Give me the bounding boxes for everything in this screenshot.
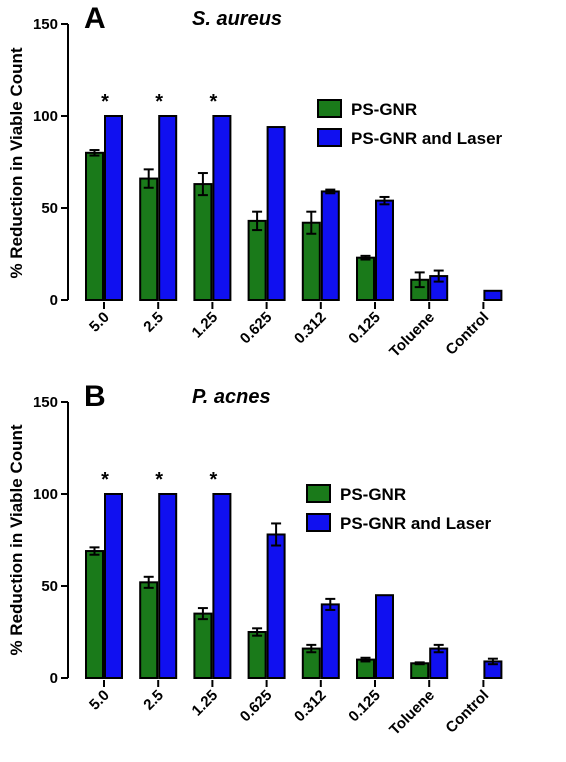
panel-a-y-axis-label: % Reduction in Viable Count — [7, 47, 26, 278]
panel-a-bar-ps-gnr — [85, 151, 104, 301]
panel-a-bar-ps-gnr-laser — [320, 190, 340, 301]
panel-b-bar-ps-gnr-laser — [212, 493, 232, 679]
panel-b-legend-swatch-ps-gnr-laser — [306, 513, 331, 532]
panel-b-bar-ps-gnr-laser — [266, 533, 286, 679]
panel-a-y-tick-label: 50 — [41, 200, 58, 217]
panel-b-legend-label-ps-gnr: PS-GNR — [340, 485, 406, 504]
panel-b-x-tick-label: 0.312 — [291, 687, 330, 726]
panel-b-y-tick-label: 50 — [41, 578, 58, 595]
panel-a-y-tick-label: 100 — [33, 108, 58, 125]
panel-b-letter: B — [84, 380, 106, 413]
panel-a-bar-ps-gnr-laser — [212, 115, 232, 301]
panel-a-legend-label-ps-gnr: PS-GNR — [351, 100, 417, 119]
panel-b-title: P. acnes — [192, 386, 271, 408]
panel-a-bar-ps-gnr — [356, 256, 375, 301]
panel-a-bar-ps-gnr-laser — [104, 115, 123, 301]
panel-a-letter: A — [84, 2, 106, 35]
panel-a-x-tick-label: Toluene — [386, 309, 438, 361]
panel-b-bar-ps-gnr — [193, 612, 213, 679]
panel-b-x-tick-label: 1.25 — [189, 687, 222, 720]
panel-b-legend-label-ps-gnr-laser: PS-GNR and Laser — [340, 514, 492, 533]
panel-a-x-tick-label: 0.125 — [345, 309, 384, 348]
panel-b-bar-ps-gnr — [247, 631, 267, 679]
panel-b-significance-star: * — [210, 469, 218, 491]
panel-a-legend-label-ps-gnr-laser: PS-GNR and Laser — [351, 129, 503, 148]
panel-a-x-tick-label: 5.0 — [86, 309, 113, 336]
panel-a-x-tick-label: Control — [442, 309, 492, 359]
panel-a-bar-ps-gnr — [247, 219, 267, 302]
panel-a-x-tick-label: 0.625 — [237, 309, 276, 348]
panel-a-bar-ps-gnr-laser — [158, 115, 178, 301]
panel-a-significance-star: * — [210, 91, 218, 113]
panel-b-x-tick-label: 0.125 — [345, 687, 384, 726]
panel-a-significance-star: * — [155, 91, 163, 113]
panel-a-y-tick-label: 150 — [33, 16, 58, 33]
panel-a-title: S. aureus — [192, 8, 282, 30]
panel-a-bar-ps-gnr — [139, 177, 159, 301]
panel-b-x-tick-label: Toluene — [386, 687, 438, 739]
panel-b-significance-star: * — [155, 469, 163, 491]
panel-b-bar-ps-gnr-laser — [158, 493, 178, 679]
panel-b-x-tick-label: 0.625 — [237, 687, 276, 726]
panel-a-bar-ps-gnr-laser — [483, 289, 503, 301]
panel-b: B P. acnes % Reduction in Viable Count 0… — [7, 380, 503, 739]
panel-b-x-tick-label: 2.5 — [140, 687, 167, 714]
panel-b-x-tick-label: 5.0 — [86, 687, 113, 714]
panel-b-bar-ps-gnr-laser — [320, 603, 340, 680]
panel-a-x-tick-label: 1.25 — [189, 309, 222, 342]
panel-b-bar-ps-gnr — [139, 581, 159, 680]
panel-b-bar-ps-gnr-laser — [375, 594, 394, 680]
panel-b-bar-ps-gnr — [410, 662, 430, 680]
panel-b-y-tick-label: 100 — [33, 486, 58, 503]
panel-a-y-tick-label: 0 — [50, 292, 58, 309]
panel-b-legend-swatch-ps-gnr — [306, 484, 331, 503]
panel-b-x-tick-label: Control — [442, 687, 492, 737]
panel-a-legend-swatch-ps-gnr-laser — [317, 128, 342, 147]
panel-a-bar-ps-gnr — [193, 183, 213, 301]
panel-b-y-tick-label: 150 — [33, 394, 58, 411]
panel-a-x-tick-label: 2.5 — [140, 309, 167, 336]
panel-a: A S. aureus % Reduction in Viable Count … — [7, 2, 503, 361]
panel-b-bar-ps-gnr-laser — [104, 493, 123, 679]
panel-b-significance-star: * — [101, 469, 109, 491]
panel-a-x-tick-label: 0.312 — [291, 309, 330, 348]
panel-a-bar-ps-gnr-laser — [266, 126, 286, 302]
panel-b-bar-ps-gnr — [85, 550, 104, 679]
panel-a-bar-ps-gnr-laser — [375, 199, 394, 301]
panel-a-significance-star: * — [101, 91, 109, 113]
panel-b-y-axis-label: % Reduction in Viable Count — [7, 424, 26, 655]
panel-a-legend-swatch-ps-gnr — [317, 99, 342, 118]
panel-b-y-tick-label: 0 — [50, 670, 58, 687]
